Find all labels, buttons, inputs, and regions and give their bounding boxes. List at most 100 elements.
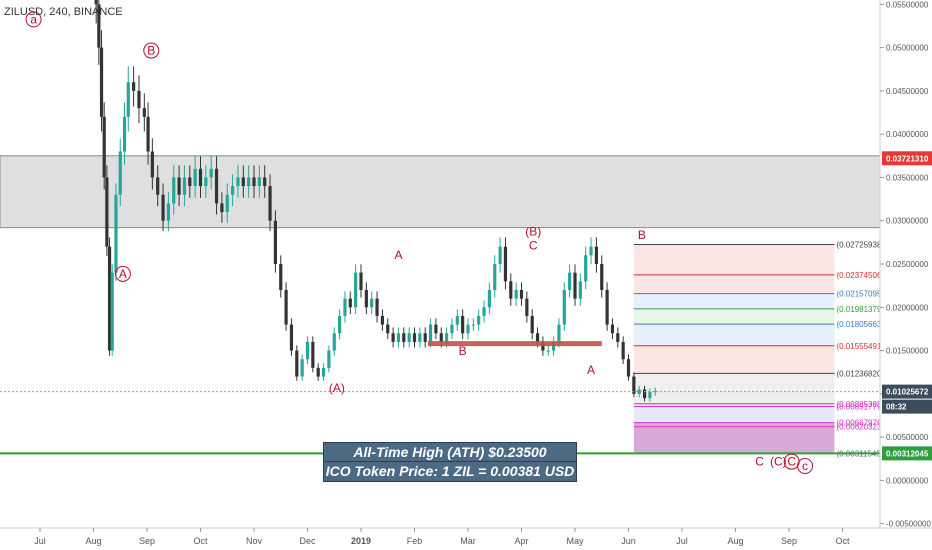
candle-body (594, 246, 598, 264)
candle-body (509, 281, 513, 299)
candle-body (102, 116, 106, 178)
candle-body (156, 177, 160, 195)
y-tick-label: 0.00000000 (886, 476, 929, 485)
candle-body (118, 151, 122, 195)
candle-body (584, 255, 588, 282)
candle-body (94, 0, 98, 5)
x-tick-label: Oct (193, 536, 208, 546)
candle-body (466, 324, 470, 334)
fib-zone (633, 324, 835, 346)
y-tick-label: 0.00500000 (886, 433, 929, 442)
x-tick-label: Nov (246, 536, 263, 546)
wave-label: (B) (525, 224, 541, 238)
candle-body (487, 289, 491, 308)
y-tick-label: 0.04000000 (886, 130, 929, 139)
candle-body (321, 367, 326, 377)
candle-body (300, 359, 304, 377)
candle-body (653, 391, 657, 393)
candle-body (204, 177, 208, 187)
symbol-label: ZILUSD, 240, BINANCE (4, 6, 123, 18)
candle-body (209, 168, 213, 178)
candle-body (402, 333, 406, 342)
candle-body (600, 264, 604, 290)
candle-body (477, 315, 481, 325)
candle-body (263, 177, 267, 187)
candle-body (535, 333, 540, 342)
fib-level-label: (0.00851779) (836, 403, 884, 412)
candle-body (338, 315, 342, 334)
x-tick-label: Aug (85, 536, 101, 546)
fib-level-label: (0.01236820) (836, 369, 884, 378)
candle-body (137, 90, 141, 109)
wave-label: C (787, 455, 796, 469)
candle-body (434, 324, 438, 334)
candle-body (327, 350, 331, 368)
resistance-price-tag: 0.03721310 (886, 154, 929, 163)
countdown-tag-bg (882, 399, 932, 414)
candle-body (332, 333, 336, 351)
candle-body (247, 177, 251, 187)
y-axis-panel (880, 0, 932, 550)
y-tick-label: 0.02000000 (886, 303, 929, 312)
x-tick-label: May (566, 536, 584, 546)
x-tick-label: Mar (460, 536, 476, 546)
x-tick-label: Sep (781, 536, 797, 546)
x-axis-panel (0, 528, 932, 550)
candle-body (450, 324, 454, 334)
candle-body (557, 324, 561, 342)
wave-label: c (802, 459, 808, 473)
candle-body (105, 177, 109, 247)
candle-body (161, 194, 165, 221)
candle-body (177, 177, 181, 195)
y-tick-label: 0.02500000 (886, 260, 929, 269)
candle-body (316, 367, 320, 377)
candle-body (110, 272, 114, 351)
candle-body (396, 333, 401, 342)
fib-level-label: (0.02374506) (836, 271, 884, 280)
candle-body (375, 298, 379, 316)
wave-label: (C) (770, 455, 787, 469)
fib-zone (633, 403, 835, 407)
y-tick-label: 0.01500000 (886, 347, 929, 356)
candle-body (289, 324, 294, 351)
candle-body (214, 168, 219, 204)
candle-body (146, 116, 150, 152)
x-tick-label: Feb (407, 536, 423, 546)
candle-body (284, 289, 288, 325)
y-tick-label: 0.05000000 (886, 44, 929, 53)
wave-label-circle (25, 11, 42, 28)
y-tick-label: 0.05500000 (886, 0, 929, 9)
fib-zone (633, 244, 835, 275)
candle-body (610, 324, 615, 334)
candle-body (122, 116, 127, 152)
candle-body (439, 333, 443, 342)
candle-body (568, 272, 572, 290)
fib-level-label: (0.01981379) (836, 305, 884, 314)
candle-body (114, 194, 118, 273)
candle-body (412, 333, 417, 342)
wave-label: A (394, 248, 402, 262)
resistance-zone (0, 155, 881, 229)
candle-body (364, 289, 368, 308)
wave-label: B (459, 344, 467, 358)
fib-level-label: (0.00667976) (836, 419, 884, 428)
fib-zone (633, 422, 835, 427)
candle-body (445, 333, 449, 342)
candle-body (578, 281, 582, 299)
candle-body (354, 272, 358, 308)
candle-body (166, 203, 170, 221)
candle-body (546, 350, 550, 352)
candle-body (273, 220, 277, 264)
candle-body (428, 324, 433, 342)
candle-body (132, 82, 136, 91)
candle-body (193, 168, 197, 187)
candle-body (626, 359, 631, 377)
candle-body (348, 298, 352, 308)
x-tick-label: Jul (676, 536, 688, 546)
candle-body (295, 350, 299, 377)
candle-body (562, 289, 566, 325)
candle-body (642, 389, 647, 399)
candle-body (198, 168, 203, 187)
